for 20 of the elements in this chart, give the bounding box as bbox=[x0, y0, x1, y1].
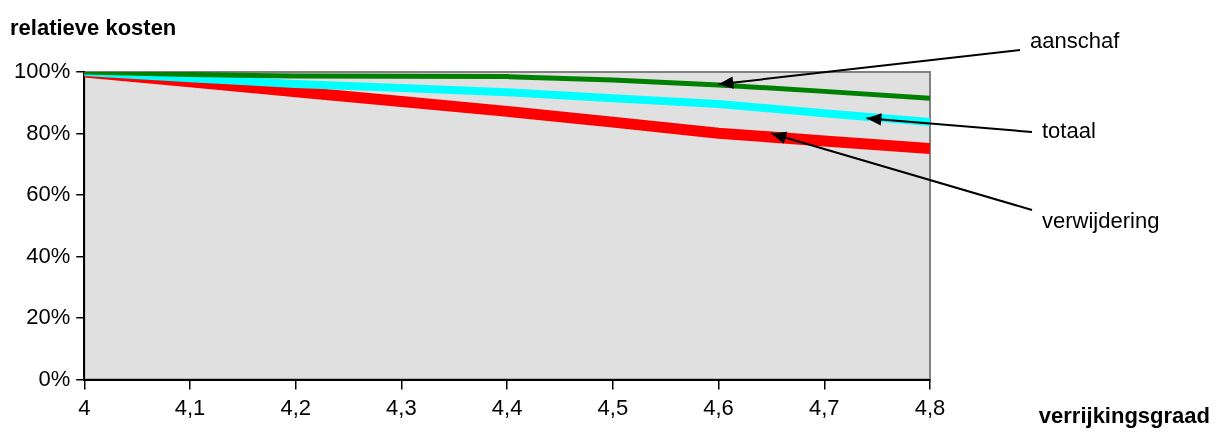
x-tick-label: 4,3 bbox=[386, 394, 417, 420]
annotation: totaal bbox=[1042, 118, 1096, 144]
y-tick-label: 100% bbox=[13, 58, 71, 84]
y-tick-label: 40% bbox=[26, 242, 71, 268]
x-tick-label: 4 bbox=[78, 394, 91, 420]
annotation: aanschaf bbox=[1030, 28, 1121, 54]
x-tick-label: 4,7 bbox=[808, 394, 840, 420]
annotation: verwijdering bbox=[1042, 208, 1160, 234]
x-tick-label: 4,2 bbox=[280, 394, 311, 420]
x-tick-label: 4,6 bbox=[703, 394, 734, 420]
y-tick-label: 20% bbox=[26, 304, 71, 330]
x-tick-label: 4,1 bbox=[174, 394, 206, 420]
x-axis-title: verrijkingsgraad bbox=[1038, 402, 1210, 428]
x-tick-label: 4,8 bbox=[914, 394, 946, 420]
y-tick-label: 60% bbox=[26, 181, 71, 207]
x-tick-label: 4,4 bbox=[491, 394, 523, 420]
x-tick-label: 4,5 bbox=[597, 394, 629, 420]
y-tick-label: 0% bbox=[38, 365, 71, 391]
y-tick-label: 80% bbox=[26, 119, 71, 145]
y-axis-title: relatieve kosten bbox=[10, 15, 177, 41]
